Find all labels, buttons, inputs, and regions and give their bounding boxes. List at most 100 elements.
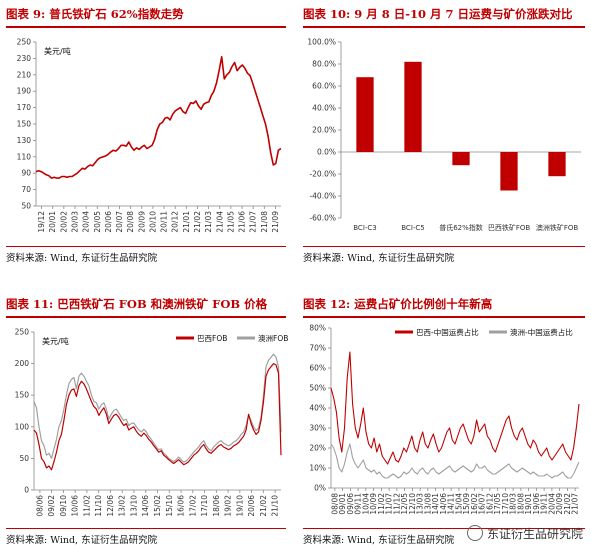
y-tick-label: -20.0%: [309, 170, 336, 179]
x-tick-label: 18/06: [212, 495, 221, 517]
x-tick-label: 12/05: [400, 493, 409, 515]
x-tick-label: 21/07: [571, 493, 580, 515]
y-tick-label: 230: [17, 54, 32, 63]
y-tick-label: 60.0%: [312, 82, 336, 91]
y-tick-label: 0%: [314, 484, 326, 493]
source-note: 资料来源: Wind, 东证衍生品研究院: [303, 253, 455, 264]
title-rule: [6, 26, 286, 28]
x-tick-label: 17/10: [501, 493, 510, 515]
x-tick-label: 19/01: [524, 493, 533, 515]
x-tick-label: 21/09: [271, 211, 280, 233]
x-tick-label: 21/07: [249, 211, 258, 233]
panel-freight-ratio: 图表 12: 运费占矿价比例创十年新高 0% 10% 20% 30% 40% 50% 60%…: [303, 296, 585, 546]
y-tick-label: 10%: [309, 464, 326, 473]
source-note: 资料来源: Wind, 东证衍生品研究院: [6, 253, 158, 264]
x-tick-label: 21/08: [260, 211, 269, 233]
x-tick-label: 20/04: [547, 493, 556, 515]
x-tick-label: 09/10: [59, 495, 68, 517]
panel-fob-prices: 图表 11: 巴西铁矿石 FOB 和澳洲铁矿 FOB 价格 0 50 100 150 2…: [6, 296, 288, 546]
y-tick-label: 170: [17, 103, 32, 112]
x-tick-label: 12/06: [106, 495, 115, 517]
bar: [404, 61, 422, 152]
x-tick-label: 15/02: [153, 495, 162, 517]
x-tick-label: 08/06: [35, 495, 44, 517]
y-tick-label: 40.0%: [312, 104, 336, 113]
y-tick-label: 30%: [309, 424, 326, 433]
x-tick-label: 20/06: [247, 495, 256, 517]
x-tick-label: 20/09: [555, 493, 564, 515]
chart-freight-ratio: 0% 10% 20% 30% 40% 50% 60% 70% 80% 08/0809/0109/0…: [309, 324, 580, 515]
watermark-text: 东证衍生品研究院: [486, 527, 583, 541]
y-tick-label: 20%: [309, 444, 326, 453]
x-tick-label: 11/12: [392, 493, 401, 515]
x-tick-label: 20/04: [82, 211, 91, 233]
y-tick-label: 250: [15, 328, 30, 337]
y-tick-label: 60%: [309, 364, 326, 373]
x-tick-label: 20/12: [171, 211, 180, 233]
source-note: 资料来源: Wind, 东证衍生品研究院: [6, 535, 158, 546]
y-tick-label: 190: [17, 87, 32, 96]
x-tick-label: 20/11: [160, 211, 169, 233]
x-tick-label: 21/10: [271, 495, 280, 517]
x-tick-label: 09/06: [346, 493, 355, 515]
bar: [548, 152, 566, 177]
x-tick-label: 19/02: [224, 495, 233, 517]
series-line-1: [33, 353, 282, 463]
x-tick-label: 20/05: [93, 211, 102, 233]
x-tick-label: 20/07: [115, 211, 124, 233]
x-tick-label: 11/07: [385, 493, 394, 515]
watermark: 东证衍生品研究院: [466, 525, 583, 542]
x-tick-label: 19/11: [540, 493, 549, 515]
y-tick-label: 90: [21, 169, 31, 178]
series-line-1: [330, 443, 580, 479]
x-tick-label: 17/05: [493, 493, 502, 515]
x-tick-label: 09/01: [338, 493, 347, 515]
x-tick-label: 19/12: [37, 211, 46, 233]
y-axis-label: 美元/吨: [44, 46, 71, 56]
x-tick-label: 21/02: [259, 495, 268, 517]
bar: [452, 152, 470, 166]
x-tick-label: 21/05: [226, 211, 235, 233]
x-tick-label: 19/06: [532, 493, 541, 515]
x-tick-label: 16/07: [478, 493, 487, 515]
bar: [500, 152, 518, 191]
chart-title: 图表 9: 普氏铁矿石 62%指数走势: [6, 7, 184, 21]
x-tick-label: 普氏62%指数: [439, 223, 483, 232]
x-tick-label: 19/10: [235, 495, 244, 517]
x-tick-label: 21/06: [238, 211, 247, 233]
x-tick-label: 13/08: [423, 493, 432, 515]
y-tick-label: 20.0%: [312, 126, 336, 135]
x-tick-label: 14/06: [141, 495, 150, 517]
x-tick-label: 18/08: [516, 493, 525, 515]
y-tick-label: 80%: [309, 324, 326, 333]
legend-label: 巴西-中国运费占比: [416, 327, 479, 337]
x-tick-label: 18/03: [509, 493, 518, 515]
x-tick-label: BCI-C5: [401, 224, 425, 232]
source-rule: [303, 246, 585, 247]
series-line-0: [35, 55, 282, 179]
y-tick-label: 70%: [309, 344, 326, 353]
source-note: 资料来源: Wind, 东证衍生品研究院: [303, 535, 455, 546]
x-tick-label: 21/02: [563, 493, 572, 515]
x-tick-label: 11/02: [377, 493, 386, 515]
x-tick-label: 15/10: [165, 495, 174, 517]
x-tick-label: 澳洲铁矿FOB: [536, 223, 579, 232]
x-tick-label: 10/09: [369, 493, 378, 515]
x-tick-label: 15/09: [462, 493, 471, 515]
y-tick-label: 100.0%: [307, 38, 336, 47]
panel-pladds-index: 图表 9: 普氏铁矿石 62%指数走势 50 70 90 110 130 150 170 19…: [6, 6, 286, 268]
series-line-0: [33, 362, 282, 471]
x-tick-label: 21/04: [215, 211, 224, 233]
x-tick-label: 09/02: [47, 495, 56, 517]
wechat-icon: [466, 525, 483, 541]
x-tick-label: 13/10: [129, 495, 138, 517]
x-tick-label: 11/02: [82, 495, 91, 517]
x-tick-label: 21/02: [193, 211, 202, 233]
x-tick-label: 11/10: [94, 495, 103, 517]
x-tick-label: 20/06: [104, 211, 113, 233]
x-tick-label: 15/04: [454, 493, 463, 515]
legend-label: 巴西FOB: [197, 334, 227, 343]
panel-freight-vs-ore: 图表 10: 9 月 8 日-10 月 7 日运费与矿价涨跌对比 -60.0% -…: [303, 6, 585, 268]
y-tick-label: 50: [21, 202, 31, 211]
x-tick-label: 20/01: [48, 211, 57, 233]
